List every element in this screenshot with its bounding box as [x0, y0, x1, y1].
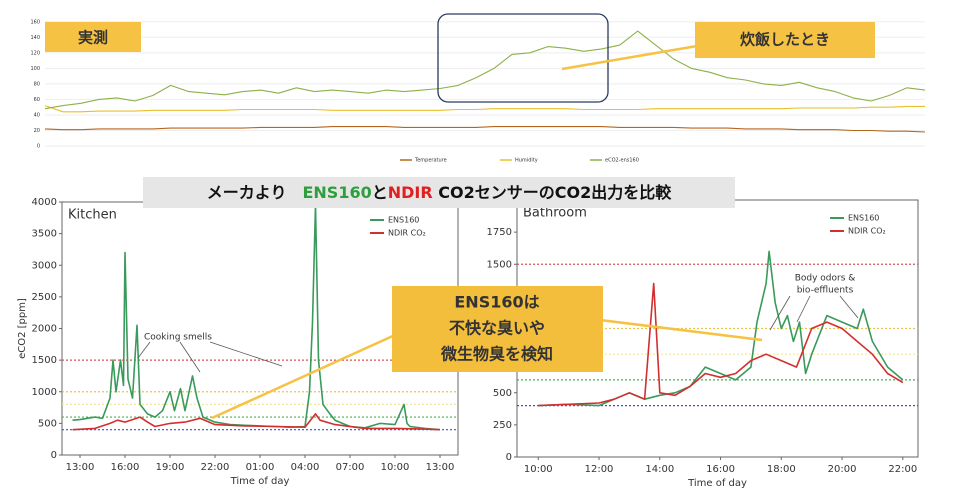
legend-label: NDIR CO₂ — [848, 227, 886, 236]
x-tick-label: 07:00 — [336, 462, 365, 473]
x-tick-label: 10:00 — [524, 464, 553, 475]
y-tick-label: 120 — [30, 50, 40, 56]
y-tick-label: 250 — [493, 420, 512, 431]
y-tick-label: 3500 — [32, 229, 57, 240]
y-tick-label: 100 — [30, 66, 40, 72]
x-tick-label: 13:00 — [66, 462, 95, 473]
highlight-frame — [437, 13, 609, 103]
label-box — [695, 22, 875, 58]
series-line — [44, 105, 925, 113]
y-tick-label: 1500 — [487, 259, 512, 270]
y-tick-label: 1500 — [32, 355, 57, 366]
label-text: 炊飯したとき — [740, 31, 830, 49]
label-text: 実測 — [78, 29, 108, 47]
x-tick-label: 14:00 — [645, 464, 674, 475]
callout-line — [599, 318, 763, 342]
annotation-arrow — [209, 341, 283, 367]
chart-title: Bathroom — [523, 206, 587, 221]
y-tick-label: 2500 — [32, 292, 57, 303]
legend-label: Humidity — [515, 158, 538, 164]
x-tick-label: 16:00 — [111, 462, 140, 473]
callout-line — [211, 333, 396, 420]
y-tick-label: 140 — [30, 35, 40, 41]
y-tick-label: 0 — [506, 452, 512, 463]
chart-title: Kitchen — [68, 208, 117, 223]
series-line — [538, 282, 904, 407]
y-tick-label: 160 — [30, 19, 40, 25]
x-tick-label: 22:00 — [201, 462, 230, 473]
banner-box — [143, 177, 735, 208]
x-tick-label: 18:00 — [767, 464, 796, 475]
x-tick-label: 01:00 — [246, 462, 275, 473]
series-line — [72, 413, 441, 431]
y-axis-label: eCO2 [ppm] — [17, 298, 28, 359]
x-axis-label: Time of day — [230, 476, 290, 487]
callout-text: ENS160は — [454, 293, 539, 312]
x-tick-label: 04:00 — [291, 462, 320, 473]
y-tick-label: 0 — [51, 450, 57, 461]
annotation-arrow — [769, 295, 791, 331]
y-tick-label: 1750 — [487, 227, 512, 238]
banner-segment: NDIR — [388, 183, 433, 202]
banner-segment: CO2センサーのCO2出力を比較 — [433, 183, 673, 202]
annotation-arrow — [137, 341, 151, 359]
y-tick-label: 4000 — [32, 197, 57, 208]
x-axis-label: Time of day — [687, 478, 747, 489]
x-tick-label: 22:00 — [888, 464, 917, 475]
label-box — [45, 22, 141, 52]
x-tick-label: 13:00 — [426, 462, 455, 473]
annotation-arrow — [796, 295, 811, 323]
y-tick-label: 500 — [38, 418, 57, 429]
callout-line — [561, 44, 698, 71]
x-tick-label: 20:00 — [828, 464, 857, 475]
y-tick-label: 1000 — [32, 387, 57, 398]
callout-text: 不快な臭いや — [449, 319, 545, 338]
y-tick-label: 40 — [34, 112, 40, 118]
annotation-arrow — [839, 295, 859, 319]
callout-box — [392, 286, 603, 372]
x-tick-label: 19:00 — [156, 462, 185, 473]
banner-text: メーカより ENS160とNDIR CO2センサーのCO2出力を比較 — [207, 183, 672, 202]
banner-segment: ENS160 — [302, 183, 371, 202]
y-tick-label: 3000 — [32, 260, 57, 271]
banner-segment: メーカより — [207, 183, 303, 202]
y-tick-label: 60 — [34, 97, 40, 103]
y-tick-label: 80 — [34, 81, 40, 87]
legend-label: NDIR CO₂ — [388, 229, 426, 238]
legend-label: Temperature — [414, 158, 447, 164]
legend-label: ENS160 — [388, 216, 419, 225]
x-tick-label: 16:00 — [706, 464, 735, 475]
y-tick-label: 2000 — [32, 324, 57, 335]
banner-segment: と — [372, 183, 388, 202]
annotation-arrow — [179, 341, 201, 373]
annotation: Cooking smells — [144, 333, 212, 343]
y-tick-label: 500 — [493, 388, 512, 399]
x-tick-label: 10:00 — [381, 462, 410, 473]
legend-label: ENS160 — [848, 214, 879, 223]
annotation: bio-effluents — [797, 286, 854, 296]
callout-text: 微生物臭を検知 — [440, 345, 553, 364]
series-line — [44, 126, 926, 133]
x-tick-label: 12:00 — [585, 464, 614, 475]
annotation: Body odors & — [795, 274, 856, 284]
legend-label: eCO2-ens160 — [605, 158, 639, 164]
y-tick-label: 0 — [37, 144, 40, 150]
y-tick-label: 20 — [34, 128, 40, 134]
series-line — [44, 30, 926, 110]
